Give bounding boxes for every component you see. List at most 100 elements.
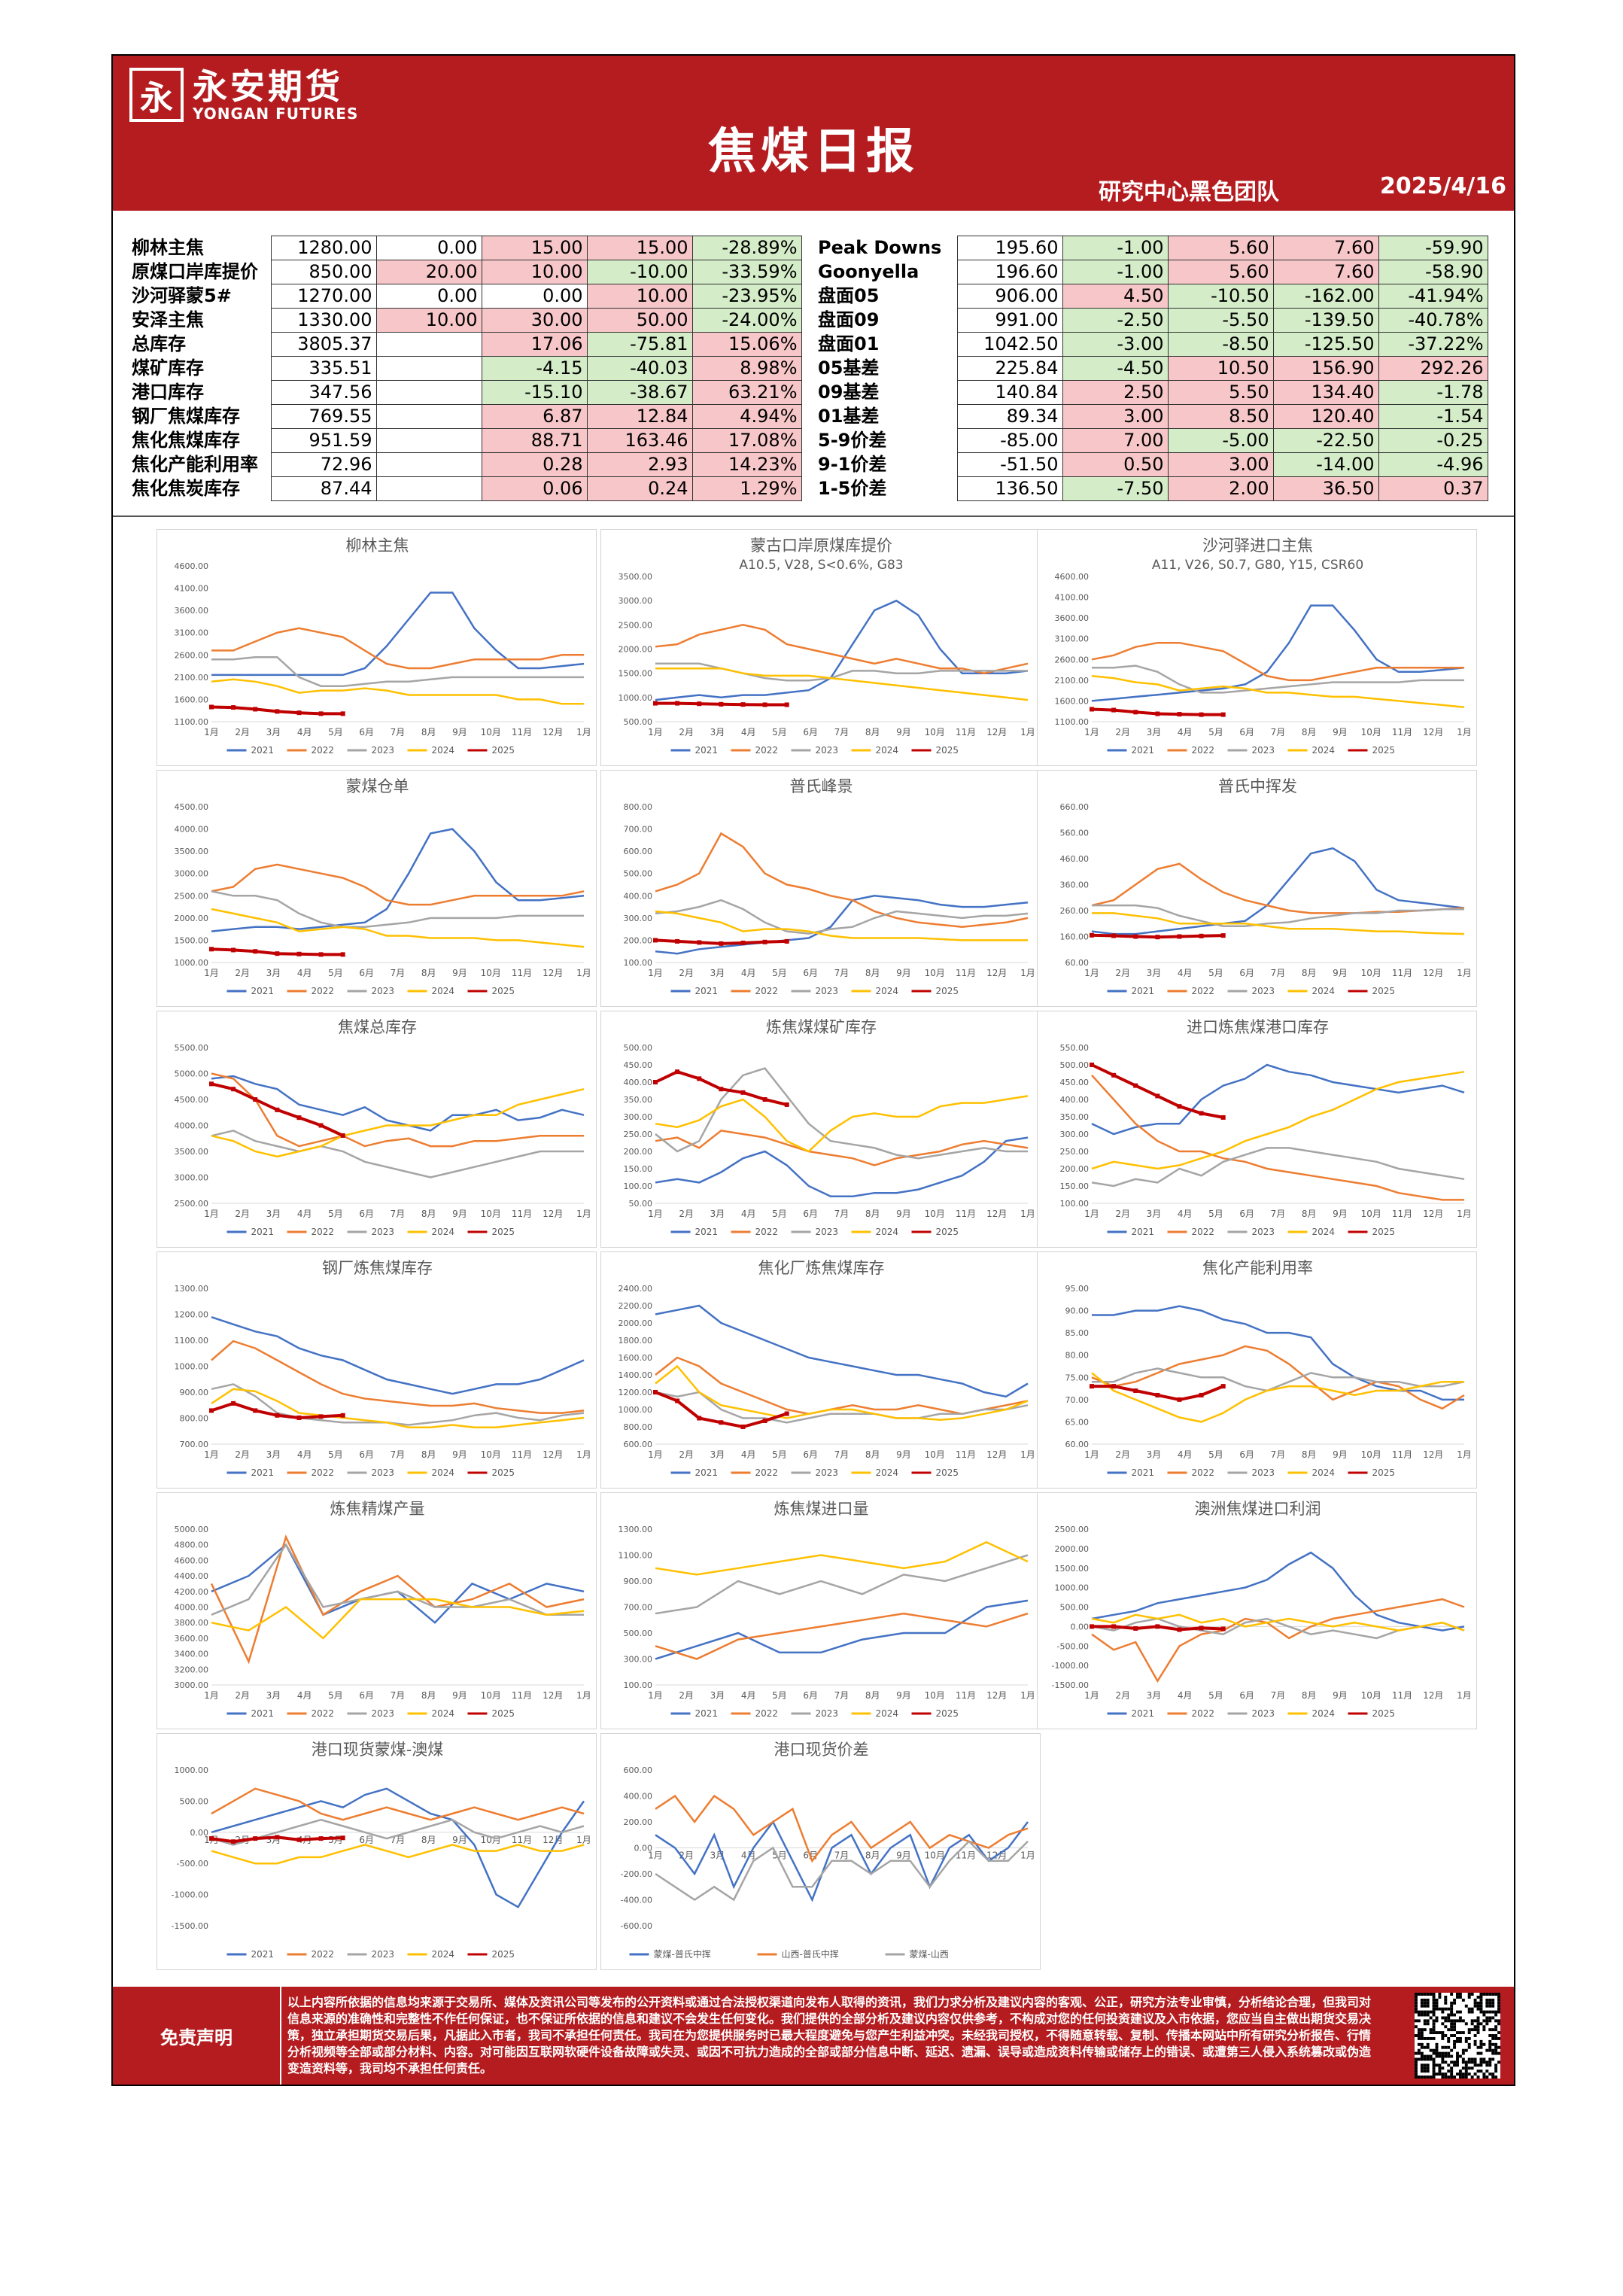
x-tick-label: 6月 [803, 727, 818, 737]
x-tick-label: 1月 [648, 1449, 663, 1460]
y-tick-label: 200.00 [624, 935, 653, 945]
legend-label: 2023 [816, 1467, 839, 1478]
y-tick-label: 300.00 [624, 914, 653, 923]
table-cell: 36.50 [1272, 476, 1379, 501]
x-tick-label: 4月 [1178, 968, 1193, 978]
chart-c7: 焦煤总库存 5500.00 5000.00 4500.00 4000.00 3500.00… [157, 1011, 597, 1248]
series-point-2025 [1155, 1093, 1160, 1099]
table-cell: 2.50 [1062, 379, 1169, 405]
table-cell: 30.00 [481, 307, 588, 333]
series-line-2024 [1091, 675, 1465, 708]
table-cell: -4.96 [1378, 452, 1488, 477]
table-header [814, 212, 957, 236]
series-line-2023 [211, 1130, 584, 1178]
series-point-2025 [1090, 1384, 1094, 1389]
y-tick-label: 3000.00 [619, 596, 653, 606]
series-line-2025 [1091, 1063, 1224, 1119]
legend-label: 2024 [876, 986, 899, 996]
y-tick-label: 500.00 [180, 1796, 209, 1806]
x-tick-label: 4月 [741, 1209, 756, 1219]
x-tick-label: 10月 [1361, 968, 1381, 978]
y-tick-label: 1300.00 [619, 1525, 653, 1534]
table-cell: 0.00 [375, 235, 482, 260]
y-tick-label: 4600.00 [175, 1556, 209, 1565]
x-tick-label: 9月 [896, 1690, 911, 1701]
series-line-2021 [1091, 1063, 1465, 1136]
page-frame [111, 54, 1515, 2086]
x-tick-label: 5月 [1208, 1209, 1223, 1219]
series-point-2025 [318, 711, 324, 716]
series-line-2024 [211, 678, 584, 705]
y-tick-label: 4000.00 [175, 825, 209, 835]
report-title: 焦煤日报 [708, 124, 919, 180]
y-tick-label: 5000.00 [175, 1069, 209, 1079]
series-line-2021 [655, 599, 1029, 701]
legend-label: 2025 [936, 745, 959, 756]
series-point-2025 [1133, 934, 1138, 939]
series-line-2024 [655, 1095, 1029, 1153]
x-tick-label: 9月 [896, 968, 911, 978]
table-cell: 134.40 [1272, 379, 1379, 405]
chart-c15: 澳洲焦煤进口利润 2500.00 2000.00 1500.00 1000.00 500.… [1037, 1492, 1477, 1729]
series-point-2025 [784, 1102, 789, 1107]
legend-label: 山西-普氏中挥 [782, 1948, 839, 1960]
table-row: 盘面01 1042.50 -3.00 -8.50 -125.50 -37.22% [814, 331, 1488, 357]
x-tick-label: 12月 [1423, 1209, 1443, 1219]
legend-label: 2024 [876, 745, 899, 756]
row-label: Goonyella [818, 260, 919, 282]
x-tick-label: 1月 [1084, 1449, 1099, 1460]
table-cell: 17.08% [691, 427, 802, 453]
y-tick-label: 2000.00 [1055, 1544, 1090, 1554]
series-line-2021 [211, 1787, 585, 1908]
series-point-2025 [675, 1069, 680, 1075]
legend-label: 2022 [1192, 1467, 1215, 1478]
x-tick-label: 8月 [421, 727, 436, 737]
table-cell: 63.21% [691, 379, 802, 405]
x-tick-label: 4月 [297, 1449, 312, 1460]
disclaimer-label: 免责声明 [113, 1987, 281, 2085]
x-tick-label: 8月 [421, 1690, 436, 1701]
legend-label: 2024 [1312, 1708, 1336, 1719]
series-point-2025 [1177, 1104, 1182, 1109]
chart-c3: 沙河驿进口主焦 A11, V26, S0.7, G80, Y15, CSR60 46… [1037, 529, 1477, 766]
row-label: 安泽主焦 [132, 309, 204, 330]
y-tick-label: 1100.00 [1055, 717, 1090, 727]
x-tick-label: 8月 [1302, 1209, 1317, 1219]
x-tick-label: 5月 [328, 968, 343, 978]
y-tick-label: 550.00 [1060, 1043, 1090, 1053]
legend-label: 2024 [432, 1227, 455, 1237]
x-tick-label: 10月 [1361, 727, 1381, 737]
x-tick-label: 6月 [359, 1449, 374, 1460]
y-tick-label: 300.00 [624, 1112, 653, 1122]
y-tick-label: 3100.00 [1055, 634, 1090, 644]
table-row: 09基差 140.84 2.50 5.50 134.40 -1.78 [814, 379, 1488, 405]
series-line-2021 [211, 1075, 585, 1132]
table-cell: 72.96 [270, 452, 377, 477]
table-cell: -0.25 [1378, 427, 1488, 453]
table-row: 5-9价差 -85.00 7.00 -5.00 -22.50 -0.25 [814, 427, 1488, 453]
legend-label: 2022 [755, 986, 779, 996]
table-cell: 850.00 [270, 259, 377, 284]
chart-title: 焦化厂炼焦煤库存 [758, 1259, 885, 1277]
legend-label: 2021 [1132, 1227, 1155, 1237]
chart-title: 蒙古口岸原煤库提价 [750, 537, 892, 555]
y-tick-label: 1200.00 [175, 1310, 209, 1320]
y-tick-label: 160.00 [1060, 932, 1090, 942]
table-cell: -162.00 [1272, 283, 1379, 309]
y-tick-label: 500.00 [1060, 1060, 1090, 1070]
y-tick-label: 90.00 [1065, 1306, 1090, 1316]
y-tick-label: 400.00 [624, 1792, 653, 1802]
x-tick-label: 6月 [1239, 1690, 1254, 1701]
legend-label: 2023 [816, 745, 839, 756]
y-tick-label: -400.00 [621, 1896, 652, 1905]
y-tick-label: -500.00 [1057, 1641, 1089, 1651]
table-header [957, 212, 1062, 236]
table-cell: 0.00 [375, 283, 482, 309]
x-tick-label: 5月 [772, 1690, 787, 1701]
legend-label: 2021 [695, 986, 719, 996]
legend-label: 2025 [492, 986, 515, 996]
series-point-2025 [253, 1836, 258, 1841]
table-header [692, 212, 801, 236]
series-line-2021 [211, 1316, 585, 1395]
x-tick-label: 7月 [834, 727, 849, 737]
